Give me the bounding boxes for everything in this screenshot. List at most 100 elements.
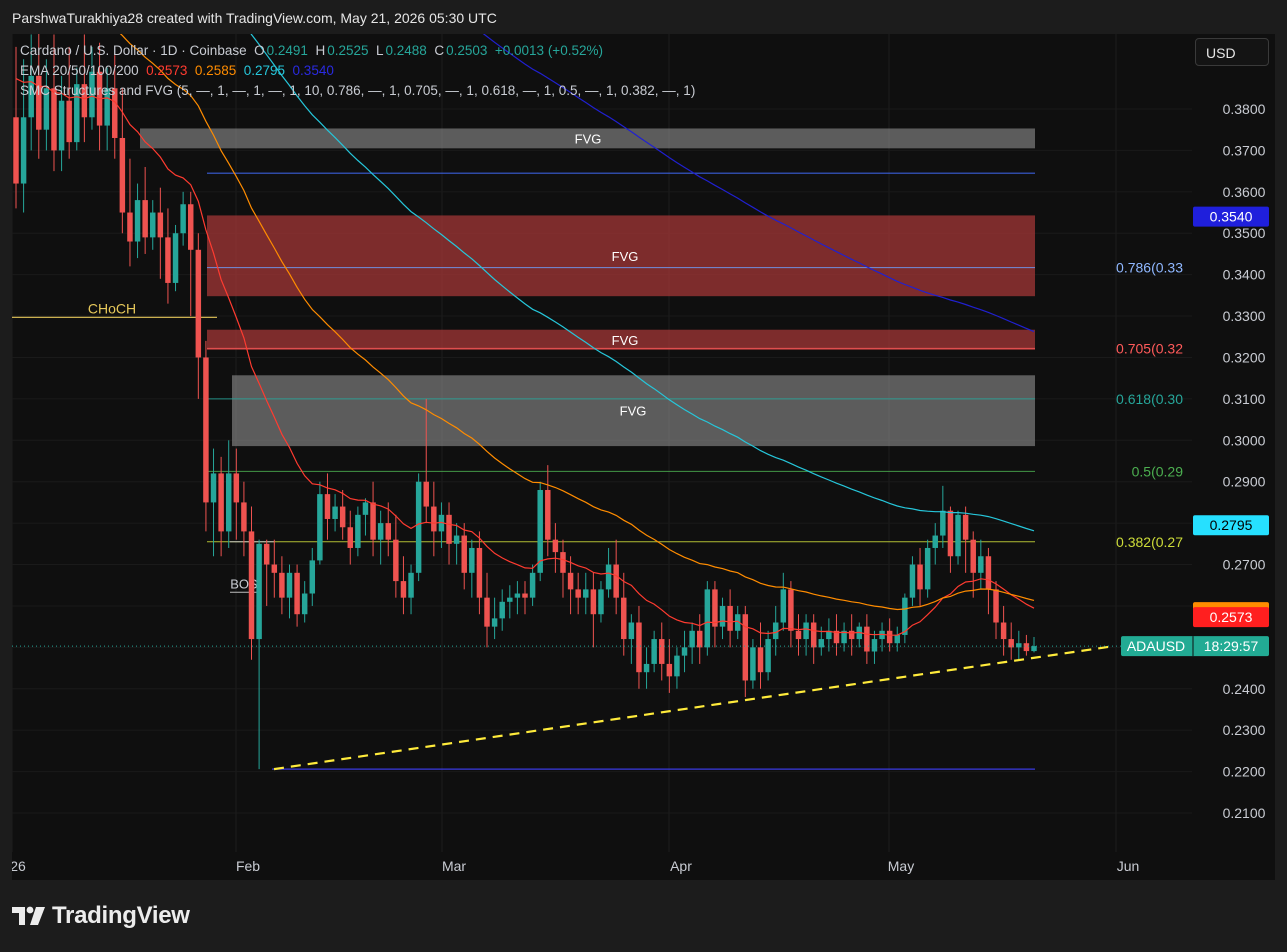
candle-body <box>446 514 452 544</box>
candle-body <box>507 597 513 602</box>
currency-button[interactable]: USD <box>1195 38 1269 66</box>
candle-body <box>529 572 536 598</box>
x-tick-label: Feb <box>236 858 260 874</box>
candle-body <box>712 589 718 627</box>
candle-body <box>514 593 521 598</box>
fvg-label: FVG <box>575 131 602 146</box>
candle-body <box>74 84 80 143</box>
low-label: L <box>376 43 384 58</box>
candle-body <box>104 88 110 126</box>
candle-body <box>370 502 376 540</box>
current-symbol-text: ADAUSD <box>1127 638 1185 654</box>
smc-label: SMC Structures and FVG (5, —, 1, —, 1, —… <box>20 83 696 98</box>
candle-body <box>324 494 331 519</box>
candle-body <box>978 556 984 573</box>
candle-body <box>940 510 946 536</box>
candle-body <box>902 597 908 635</box>
candle-body <box>924 547 931 590</box>
candle-body <box>772 622 779 640</box>
fvg-box <box>207 215 1035 297</box>
choch-label: CHoCH <box>88 300 136 316</box>
candle-body <box>985 556 992 590</box>
high-label: H <box>315 43 326 58</box>
candle-body <box>894 634 900 644</box>
candle-body <box>689 630 695 648</box>
candle-body <box>195 249 202 358</box>
candle-body <box>841 630 847 644</box>
candle-body <box>248 531 255 640</box>
candle-body <box>58 100 65 151</box>
candle-body <box>408 572 414 598</box>
smc-legend: SMC Structures and FVG (5, —, 1, —, 1, —… <box>20 83 695 98</box>
candle-body <box>552 539 559 553</box>
fvg-box <box>232 375 1035 447</box>
candle-body <box>43 88 50 130</box>
candle-body <box>165 237 171 283</box>
candle-body <box>81 84 88 118</box>
candle-body <box>545 489 551 540</box>
candle-body <box>583 589 589 598</box>
fib-label: 0.5(0.29 <box>1132 463 1184 479</box>
candle-body <box>225 473 232 532</box>
current-timer-text: 18:29:57 <box>1204 638 1259 654</box>
fib-label: 0.618(0.30 <box>1116 391 1183 407</box>
candle-body <box>788 589 794 631</box>
price-axis <box>1192 34 1275 852</box>
ema100-line <box>250 34 1035 532</box>
candle-body <box>20 117 27 184</box>
candle-body <box>727 605 733 631</box>
candle-body <box>605 564 612 590</box>
candle-body <box>279 572 285 598</box>
tradingview-brand: TradingView <box>52 902 190 929</box>
fib-label: 0.705(0.32 <box>1116 340 1183 356</box>
ema100-value: 0.2795 <box>243 63 286 78</box>
candle-body <box>917 564 923 590</box>
candle-body <box>613 564 619 598</box>
candle-body <box>651 639 657 664</box>
chart-area[interactable] <box>12 34 1275 880</box>
fvg-label: FVG <box>612 333 639 348</box>
candle-body <box>864 626 870 652</box>
tradingview-logo[interactable]: TradingView <box>12 902 190 930</box>
candle-body <box>1031 646 1037 652</box>
price-tag-ema100 <box>1193 515 1269 536</box>
candle-body <box>780 589 787 623</box>
candle-body <box>309 560 316 594</box>
candle-body <box>681 647 688 656</box>
x-tick-label: Jun <box>1117 858 1140 874</box>
candle-body <box>431 506 437 532</box>
candle-body <box>339 506 346 528</box>
candle-body <box>590 589 597 615</box>
candle-body <box>1000 622 1007 640</box>
price-chart[interactable]: FVG FVG FVG FVG 0.786(0.33 0.705(0.32 0.618(0.… <box>12 34 1275 880</box>
fvg-label: FVG <box>612 249 639 264</box>
candle-body <box>438 514 445 532</box>
x-tick-label: 26 <box>12 858 26 874</box>
candle-body <box>271 564 278 573</box>
candle-body <box>112 88 118 138</box>
footer: TradingView <box>0 880 1287 952</box>
y-tick-label: 0.2700 <box>1223 557 1266 573</box>
candle-body <box>1016 643 1022 648</box>
price-tag-ema100-text: 0.2795 <box>1210 517 1253 533</box>
close-label: C <box>434 43 445 58</box>
y-tick-label: 0.3100 <box>1223 391 1266 407</box>
candle-body <box>355 514 361 548</box>
candle-body <box>795 630 802 640</box>
attribution-text: ParshwaTurakhiya28 created with TradingV… <box>12 10 497 26</box>
change-value: +0.0013 (+0.52%) <box>494 43 603 58</box>
y-tick-label: 0.2100 <box>1223 805 1266 821</box>
candle-body <box>233 473 240 503</box>
candle-body <box>704 589 711 648</box>
ema-label: EMA 20/50/100/200 <box>20 63 139 78</box>
x-tick-label: Mar <box>442 858 466 874</box>
candle-body <box>932 535 938 548</box>
ema50-value: 0.2585 <box>194 63 237 78</box>
candle-body <box>537 489 543 573</box>
candle-body <box>218 473 224 532</box>
y-tick-label: 0.3000 <box>1223 432 1266 448</box>
time-axis <box>12 852 1275 880</box>
candle-body <box>522 593 528 598</box>
candle-body <box>142 200 148 238</box>
